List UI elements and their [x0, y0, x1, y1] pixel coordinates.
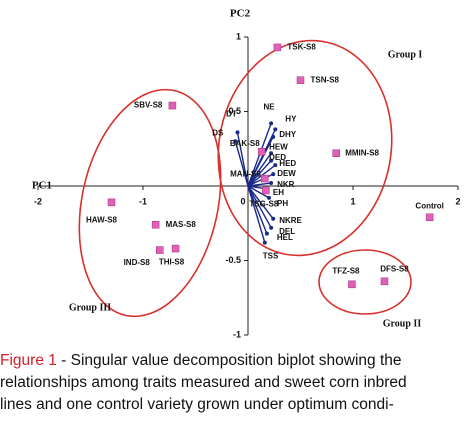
group-label: Group I: [388, 49, 423, 60]
genotype-point: [296, 76, 305, 84]
vector-tip: [271, 216, 276, 221]
vector-label: HY: [285, 114, 297, 123]
vector-label: DHY: [279, 130, 297, 139]
y-tick-label: -1: [233, 329, 241, 339]
trait-vector: [247, 173, 274, 187]
group-ellipse: [318, 249, 412, 315]
vector-label: DED: [269, 153, 286, 162]
vector-label: HED: [279, 159, 296, 168]
vector-tip: [235, 130, 240, 135]
genotype-point: [348, 280, 356, 289]
group-ellipse: [78, 88, 222, 318]
trait-vector: [247, 136, 274, 187]
vector-tip: [271, 134, 276, 139]
trait-vector: [247, 152, 272, 187]
vector-label: HEL: [277, 233, 293, 242]
point-label: DFS-S8: [380, 264, 409, 273]
y-tick-label: -0.5: [225, 255, 241, 265]
trait-vector: [247, 185, 270, 199]
caption-line: lines and one control variety grown unde…: [0, 396, 394, 413]
genotype-point: [151, 220, 160, 229]
point-label: Control: [415, 201, 443, 210]
genotype-point: [273, 43, 282, 52]
y-axis-title: PC2: [230, 8, 251, 20]
vector-label: HEW: [269, 142, 288, 151]
trait-vector: [247, 185, 266, 243]
point-label: SBV-S8: [134, 101, 163, 110]
genotype-point: [262, 186, 270, 195]
x-tick-label: 2: [455, 196, 460, 206]
vector-tip: [269, 158, 274, 163]
point-label: TSG-S8: [249, 200, 278, 209]
genotype-point: [425, 213, 434, 222]
figure-label: Figure 1: [0, 352, 57, 369]
trait-vector: [247, 185, 274, 220]
point-label: MAN-S8: [230, 170, 261, 179]
point-label: IND-S8: [124, 258, 151, 267]
point-label: THI-S8: [159, 258, 185, 267]
vector-tip: [273, 163, 278, 168]
caption-text: - Singular value decomposition biplot sh…: [56, 352, 402, 369]
point-label: BAK-S8: [230, 139, 260, 148]
vector-tip: [269, 121, 274, 126]
trait-vector: [247, 160, 272, 187]
vector-tip: [233, 139, 238, 144]
vector-tip: [269, 225, 274, 230]
trait-vector: [247, 185, 272, 229]
point-label: TSK-S8: [287, 43, 316, 52]
vector-tip: [271, 172, 276, 177]
caption-line: relationships among traits measured and …: [0, 374, 407, 391]
genotype-point: [257, 147, 266, 156]
vector-label: DEW: [277, 169, 296, 178]
vector-label: DEL: [279, 227, 295, 236]
genotype-point: [171, 244, 180, 253]
vector-tip: [269, 181, 274, 186]
vector-label: NKRE: [279, 216, 302, 225]
genotype-point: [156, 246, 164, 254]
x-tick-label: 0: [240, 196, 245, 206]
vector-tip: [267, 195, 271, 200]
point-label: HAW-S8: [86, 215, 118, 224]
genotype-point: [261, 174, 269, 183]
trait-vector: [234, 141, 249, 187]
vector-label: PH: [277, 199, 288, 208]
point-label: MAS-S8: [166, 220, 197, 229]
vector-label: DS: [212, 128, 224, 137]
vector-tip: [273, 127, 278, 132]
caption-line: Figure 1 - Singular value decomposition …: [0, 350, 474, 372]
vector-label: EH: [273, 188, 284, 197]
vector-tip: [262, 240, 267, 245]
genotype-point: [380, 277, 389, 286]
trait-vector: [247, 182, 272, 187]
trait-vector: [247, 185, 268, 234]
y-tick-label: 1: [236, 31, 241, 41]
group-ellipse: [217, 39, 393, 257]
vector-label: TSS: [263, 252, 279, 261]
vector-label: NKR: [277, 180, 295, 189]
caption: Figure 1 - Singular value decomposition …: [0, 350, 474, 416]
x-tick-label: -2: [34, 196, 42, 206]
group-label: Group II: [383, 318, 422, 329]
genotype-point: [332, 149, 340, 157]
vector-tip: [269, 151, 274, 156]
vector-label: NE: [264, 103, 276, 112]
point-label: TFZ-S8: [332, 266, 360, 275]
vector-tip: [264, 231, 269, 236]
vector-label: DT: [226, 109, 237, 118]
y-tick-label: 0.5: [228, 106, 241, 116]
trait-vector: [236, 132, 249, 187]
point-label: MMIN-S8: [345, 148, 379, 157]
genotype-point: [168, 101, 177, 110]
group-label: Group III: [69, 302, 111, 313]
genotype-point: [107, 198, 116, 207]
x-tick-label: 1: [350, 196, 355, 206]
point-label: TSN-S8: [311, 75, 340, 84]
x-tick-label: -1: [139, 196, 147, 206]
